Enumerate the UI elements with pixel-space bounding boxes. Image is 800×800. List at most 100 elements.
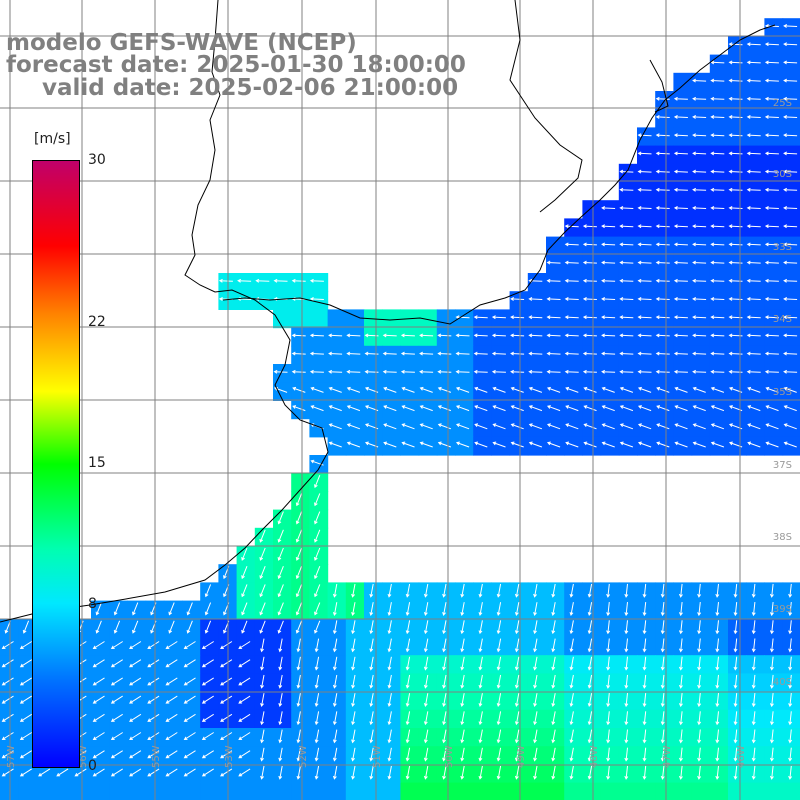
wind-speed-cell <box>309 709 329 729</box>
wind-arrow <box>1 750 14 759</box>
wind-speed-cell <box>327 364 347 383</box>
wind-arrow <box>692 206 707 210</box>
wind-arrow <box>419 441 433 448</box>
wind-arrow <box>241 620 248 634</box>
colorbar-tick-0: 0 <box>88 758 97 774</box>
wind-arrow <box>624 693 629 708</box>
wind-speed-cell <box>127 637 147 656</box>
wind-arrow <box>129 641 142 650</box>
wind-arrow <box>351 729 356 744</box>
wind-arrow <box>473 351 488 356</box>
wind-arrow <box>183 677 196 686</box>
wind-arrow <box>129 750 142 759</box>
wind-speed-cell <box>473 673 492 693</box>
wind-speed-cell <box>127 728 147 747</box>
wind-arrow <box>277 529 284 543</box>
wind-arrow <box>183 732 196 741</box>
wind-arrow <box>186 620 193 634</box>
wind-speed-cell <box>691 400 711 420</box>
wind-arrow <box>129 695 142 704</box>
wind-speed-cell <box>382 655 401 674</box>
wind-arrow <box>783 169 798 174</box>
wind-arrow <box>619 405 634 412</box>
wind-speed-cell <box>455 418 474 438</box>
wind-arrow <box>583 405 597 412</box>
wind-arrow <box>369 674 374 689</box>
wind-speed-cell <box>18 782 37 800</box>
wind-speed-cell <box>746 746 765 765</box>
wind-arrow <box>601 369 616 374</box>
longitude-label: 56W <box>78 745 89 768</box>
wind-speed-cell <box>309 582 329 602</box>
wind-speed-cell <box>746 200 765 219</box>
wind-arrow <box>278 747 283 762</box>
wind-arrow <box>201 732 214 741</box>
wind-arrow <box>278 656 283 671</box>
wind-speed-cell <box>673 364 693 383</box>
wind-speed-cell <box>236 618 256 638</box>
wind-arrow <box>292 405 306 412</box>
wind-arrow <box>710 169 725 174</box>
wind-arrow <box>92 677 105 686</box>
wind-arrow <box>528 333 543 338</box>
wind-arrow <box>296 693 301 707</box>
wind-speed-cell <box>200 637 219 656</box>
wind-speed-cell <box>546 764 565 784</box>
wind-arrow <box>528 297 543 301</box>
wind-arrow <box>764 260 779 265</box>
wind-arrow <box>642 638 647 653</box>
wind-speed-cell <box>527 782 547 800</box>
wind-arrow <box>514 711 520 726</box>
wind-speed-cell <box>382 618 401 638</box>
colorbar-unit: [m/s] <box>34 131 71 147</box>
wind-speed-cell <box>709 327 729 347</box>
wind-arrow <box>678 674 683 689</box>
wind-speed-cell <box>291 473 310 492</box>
wind-arrow <box>710 115 725 119</box>
wind-arrow <box>697 583 702 598</box>
wind-speed-cell <box>746 182 765 201</box>
wind-speed-cell <box>400 436 420 456</box>
wind-arrow <box>405 638 411 653</box>
wind-speed-cell <box>509 582 529 602</box>
wind-speed-cell <box>527 673 547 693</box>
wind-arrow <box>295 529 303 543</box>
wind-arrow <box>582 242 597 247</box>
wind-speed-cell <box>673 709 693 729</box>
wind-speed-cell <box>163 709 183 729</box>
wind-speed-cell <box>637 218 656 238</box>
wind-speed-cell <box>109 600 128 620</box>
wind-speed-cell <box>382 400 401 420</box>
wind-arrow <box>660 674 665 689</box>
wind-speed-cell <box>509 782 529 800</box>
wind-speed-cell <box>491 400 511 420</box>
wind-arrow <box>423 656 429 671</box>
wind-speed-cell <box>400 655 420 674</box>
wind-speed-cell <box>418 709 438 729</box>
wind-arrow <box>637 297 652 301</box>
wind-speed-cell <box>764 673 784 693</box>
wind-speed-cell <box>728 691 747 711</box>
wind-arrow <box>496 729 502 744</box>
wind-arrow <box>769 693 774 708</box>
wind-speed-cell <box>309 546 329 565</box>
wind-arrow <box>692 333 707 338</box>
wind-speed-cell <box>200 655 219 674</box>
wind-speed-cell <box>273 728 292 747</box>
wind-arrow <box>387 693 392 707</box>
wind-arrow <box>405 656 411 671</box>
wind-speed-cell <box>527 764 547 784</box>
wind-speed-cell <box>764 127 784 147</box>
wind-speed-cell <box>436 309 456 329</box>
wind-speed-cell <box>691 327 711 347</box>
wind-speed-cell <box>91 709 110 729</box>
wind-arrow <box>747 386 761 393</box>
wind-speed-cell <box>473 618 492 638</box>
wind-arrow <box>637 369 652 374</box>
wind-speed-cell <box>418 418 438 438</box>
wind-speed-cell <box>709 600 729 620</box>
wind-speed-cell <box>709 582 729 602</box>
wind-speed-cell <box>546 309 565 329</box>
wind-arrow <box>601 260 616 265</box>
wind-speed-cell <box>546 236 565 256</box>
